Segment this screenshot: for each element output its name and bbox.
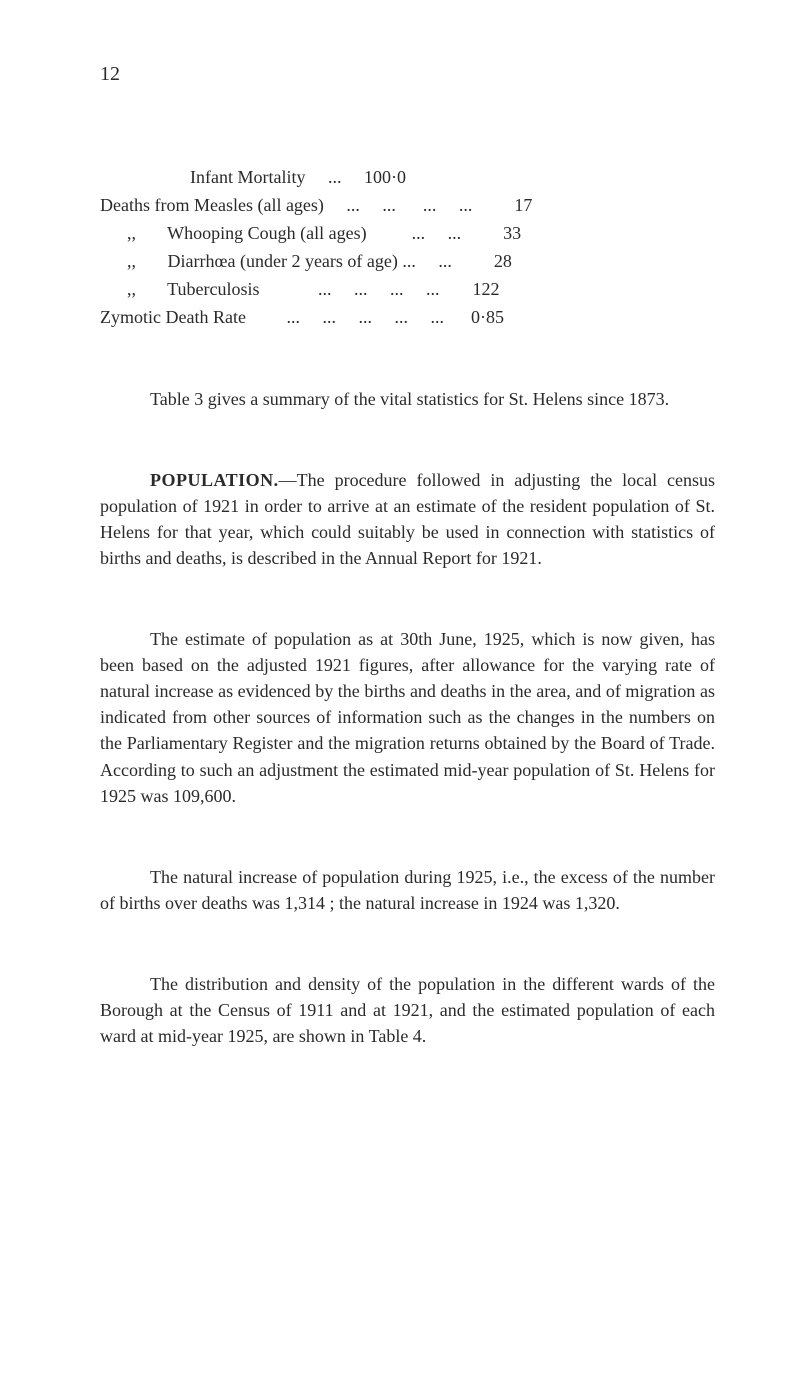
stat-label: ,, Tuberculosis ... ... ... ... [100,276,440,302]
stat-row-tuberculosis: ,, Tuberculosis ... ... ... ... 122 [100,276,715,302]
page-number: 12 [100,60,715,89]
stat-value: 122 [440,276,500,302]
stat-row-whooping-cough: ,, Whooping Cough (all ages) ... ... 33 [100,220,715,246]
paragraph-distribution: The distribution and density of the popu… [100,971,715,1049]
paragraph-population: POPULATION.—The procedure followed in ad… [100,467,715,571]
stat-value: 0·85 [444,304,504,330]
stat-label: ,, Diarrhœa (under 2 years of age) ... .… [100,248,452,274]
stat-label: Deaths from Measles (all ages) ... ... .… [100,192,472,218]
stat-label: Infant Mortality ... 100·0 [100,164,406,190]
stat-value: 28 [452,248,512,274]
statistics-block: Infant Mortality ... 100·0 Deaths from M… [100,164,715,331]
stat-value: 17 [472,192,532,218]
stat-row-diarrhoea: ,, Diarrhœa (under 2 years of age) ... .… [100,248,715,274]
paragraph-natural-increase: The natural increase of population durin… [100,864,715,916]
stat-label: ,, Whooping Cough (all ages) ... ... [100,220,461,246]
paragraph-table3-summary: Table 3 gives a summary of the vital sta… [100,386,715,412]
stat-value: 33 [461,220,521,246]
population-heading: POPULATION. [150,470,279,490]
stat-row-measles: Deaths from Measles (all ages) ... ... .… [100,192,715,218]
paragraph-estimate: The estimate of population as at 30th Ju… [100,626,715,809]
stat-row-infant-mortality: Infant Mortality ... 100·0 [100,164,715,190]
stat-label: Zymotic Death Rate ... ... ... ... ... [100,304,444,330]
stat-row-zymotic: Zymotic Death Rate ... ... ... ... ... 0… [100,304,715,330]
